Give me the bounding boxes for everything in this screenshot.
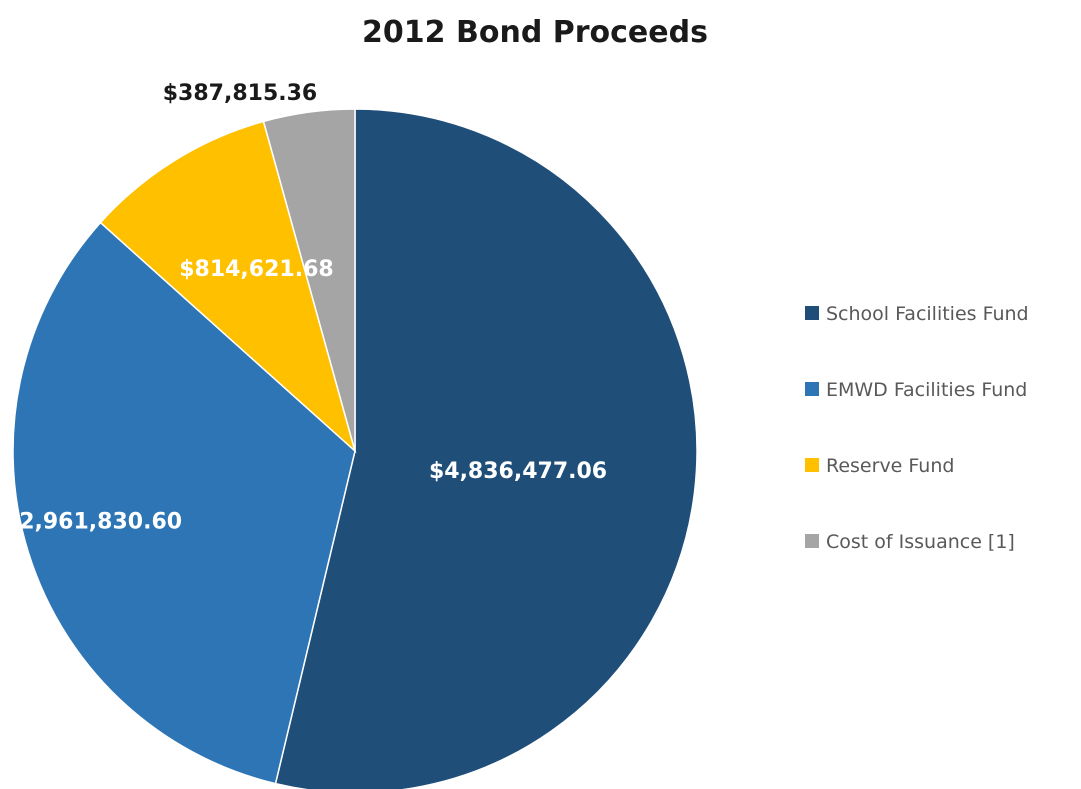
legend-swatch-reserve-fund — [805, 458, 819, 472]
legend-label-school-facilities-fund: School Facilities Fund — [826, 303, 1029, 325]
legend-swatch-school-facilities-fund — [805, 306, 819, 320]
pie-slices — [12, 108, 698, 789]
pie-slice-reserve-fund — [99, 120, 357, 454]
data-label-school-facilities-fund: $4,836,477.06 — [429, 459, 607, 484]
legend-label-cost-of-issuance-1: Cost of Issuance [1] — [826, 531, 1015, 553]
legend-label-emwd-facilities-fund: EMWD Facilities Fund — [826, 379, 1027, 401]
data-label-reserve-fund: $814,621.68 — [179, 257, 333, 282]
data-label-cost-of-issuance-1: $387,815.36 — [163, 81, 317, 106]
legend: School Facilities Fund EMWD Facilities Fu… — [805, 303, 1029, 553]
pie-slice-school-facilities-fund — [274, 108, 698, 789]
pie-slice-emwd-facilities-fund — [12, 221, 356, 785]
data-label-emwd-facilities-fund: $2,961,830.60 — [4, 509, 182, 534]
legend-label-reserve-fund: Reserve Fund — [826, 455, 954, 477]
legend-swatch-emwd-facilities-fund — [805, 382, 819, 396]
legend-swatch-cost-of-issuance-1 — [805, 534, 819, 548]
slice-labels: $4,836,477.06 $2,961,830.60 $814,621.68 $38… — [4, 81, 607, 534]
chart-title: 2012 Bond Proceeds — [362, 15, 708, 50]
pie-slice-cost-of-issuance-1 — [262, 108, 356, 452]
